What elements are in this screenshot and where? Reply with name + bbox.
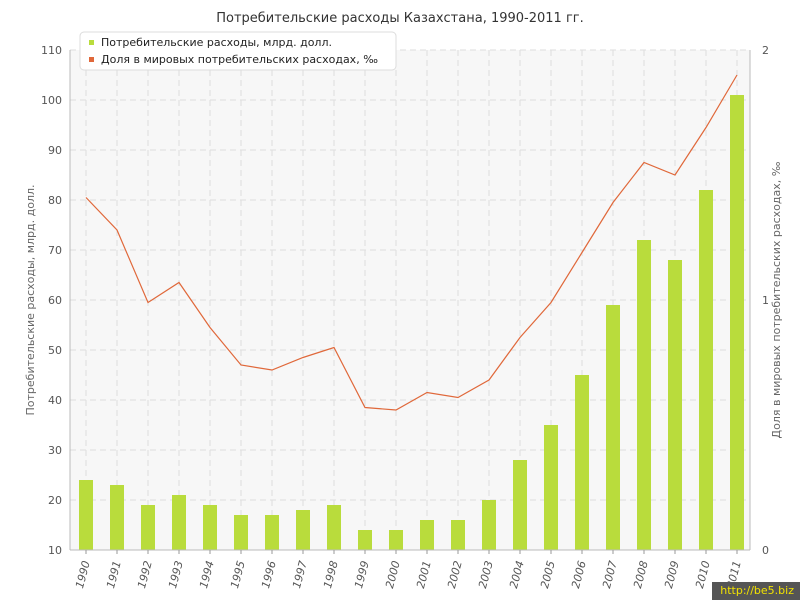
- x-tick-label: 1998: [321, 559, 341, 589]
- x-tick-label: 1996: [259, 559, 279, 589]
- x-tick-label: 2006: [569, 559, 589, 589]
- legend-item-bar[interactable]: Потребительские расходы, млрд. долл.: [101, 36, 332, 49]
- x-axis-ticks: 1990 1991 1992 1993 1994 1995 1996 1997 1998 1999…: [73, 550, 744, 590]
- legend[interactable]: Потребительские расходы, млрд. долл. Дол…: [79, 31, 397, 71]
- bar-2000: [389, 530, 403, 550]
- y-tick-label: 40: [48, 394, 62, 407]
- x-tick-label: 2002: [445, 559, 465, 589]
- y2-tick-label: 1: [762, 294, 769, 307]
- bar-2007: [606, 305, 620, 550]
- y-tick-label: 90: [48, 144, 62, 157]
- y2-tick-label: 0: [762, 544, 769, 557]
- y-tick-label: 20: [48, 494, 62, 507]
- x-tick-label: 2004: [507, 559, 527, 589]
- y-tick-label: 10: [48, 544, 62, 557]
- x-tick-label: 2000: [383, 559, 403, 589]
- x-tick-label: 2009: [662, 559, 682, 589]
- x-tick-label: 1990: [73, 559, 93, 589]
- legend-box: [79, 31, 397, 71]
- x-tick-label: 1992: [135, 559, 155, 589]
- x-tick-label: 1994: [197, 559, 217, 589]
- watermark-link[interactable]: http://be5.biz: [712, 582, 800, 600]
- bar-1991: [110, 485, 124, 550]
- y-tick-label: 30: [48, 444, 62, 457]
- bar-2001: [420, 520, 434, 550]
- bar-2010: [699, 190, 713, 550]
- x-tick-label: 2008: [631, 559, 651, 589]
- y-axis-title: Потребительские расходы, млрд. долл.: [24, 185, 37, 416]
- bar-series: [79, 95, 744, 550]
- bar-2008: [637, 240, 651, 550]
- axes: [69, 50, 751, 551]
- bar-2005: [544, 425, 558, 550]
- x-tick-label: 1995: [228, 559, 248, 589]
- x-tick-label: 1999: [352, 559, 372, 589]
- line-series: [85, 74, 738, 411]
- legend-bar-swatch: [89, 40, 94, 45]
- x-tick-label: 2007: [600, 559, 620, 589]
- bar-1994: [203, 505, 217, 550]
- x-tick-label: 1993: [166, 559, 186, 589]
- x-tick-label: 2005: [538, 559, 558, 589]
- y2-axis-title: Доля в мировых потребительских расходах,…: [770, 161, 783, 438]
- x-tick-label: 2003: [476, 559, 496, 589]
- bar-2003: [482, 500, 496, 550]
- bar-2002: [451, 520, 465, 550]
- x-tick-label: 2010: [693, 559, 713, 589]
- y-tick-label: 80: [48, 194, 62, 207]
- y2-tick-label: 2: [762, 44, 769, 57]
- y-tick-label: 70: [48, 244, 62, 257]
- bar-1992: [141, 505, 155, 550]
- bar-2009: [668, 260, 682, 550]
- chart-title: Потребительские расходы Казахстана, 1990…: [216, 11, 584, 26]
- bar-1990: [79, 480, 93, 550]
- y-tick-label: 110: [41, 44, 62, 57]
- bar-1998: [327, 505, 341, 550]
- x-tick-label: 1997: [290, 559, 310, 589]
- bar-1999: [358, 530, 372, 550]
- y-tick-label: 50: [48, 344, 62, 357]
- bar-1996: [265, 515, 279, 550]
- bar-1997: [296, 510, 310, 550]
- y2-axis-ticks: 0 1 2: [762, 44, 769, 557]
- legend-line-swatch: [89, 57, 94, 62]
- bar-1993: [172, 495, 186, 550]
- bar-2011: [730, 95, 744, 550]
- legend-item-line[interactable]: Доля в мировых потребительских расходах,…: [101, 53, 378, 66]
- y-tick-label: 60: [48, 294, 62, 307]
- x-tick-label: 2001: [414, 559, 434, 589]
- bar-2006: [575, 375, 589, 550]
- x-tick-label: 1991: [104, 559, 124, 589]
- bar-2004: [513, 460, 527, 550]
- bar-1995: [234, 515, 248, 550]
- y-axis-ticks: 10 20 30 40 50 60 70 80 90 100 110: [41, 44, 62, 557]
- y-tick-label: 100: [41, 94, 62, 107]
- share-line: [85, 74, 738, 411]
